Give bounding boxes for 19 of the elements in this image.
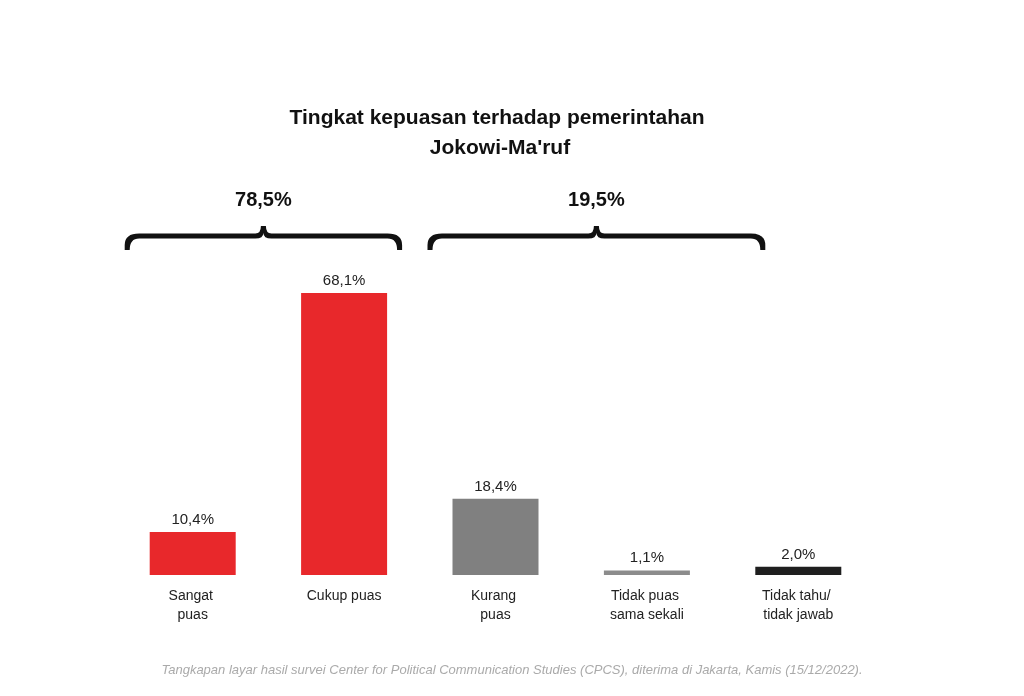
chart-title: Tingkat kepuasan terhadap pemerintahan Jokowi-Ma'ruf (289, 104, 711, 158)
bar (755, 566, 842, 575)
data-label: 1,1% (629, 548, 664, 566)
data-label: 2,0% (781, 544, 816, 562)
bar (149, 531, 236, 575)
x-tick-label: Kurang puas (470, 586, 521, 622)
bar (452, 498, 539, 575)
text: 19,5% (568, 188, 625, 211)
x-tick-label: Tidak puas sama sekali (609, 586, 684, 622)
data-label: 68,1% (322, 271, 366, 288)
data-label: 18,4% (474, 476, 517, 494)
bar (301, 293, 388, 575)
x-tick-label: Cukup puas (306, 586, 382, 603)
data-label: 10,4% (171, 509, 214, 527)
x-tick-label: Tidak tahu/ tidak jawab (761, 586, 835, 622)
x-tick-label: Sangat puas (168, 586, 217, 622)
text: 78,5% (235, 188, 292, 211)
text: Tangkapan layar hasil survei Center for Political Communication Studies (CPCS), diterima di Jakarta, Kamis (15/12/2022). (160, 662, 864, 677)
bar (603, 570, 690, 575)
